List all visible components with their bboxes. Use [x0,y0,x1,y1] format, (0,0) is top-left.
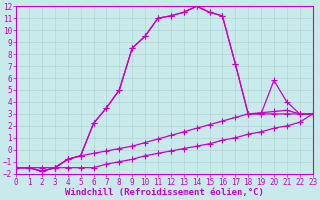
X-axis label: Windchill (Refroidissement éolien,°C): Windchill (Refroidissement éolien,°C) [65,188,264,197]
